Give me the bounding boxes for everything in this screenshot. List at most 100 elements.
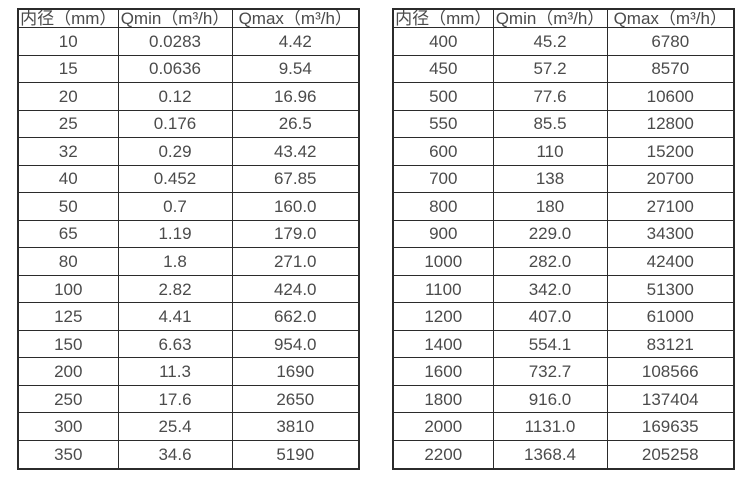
table-row: 200 11.3 1690 (17, 357, 360, 386)
table-cell: 0.452 (117, 164, 233, 194)
table-cell: 6780 (606, 27, 735, 56)
table-cell: 26.5 (231, 109, 360, 139)
table-row: 350 34.6 5190 (17, 439, 360, 470)
table-cell: 1131.0 (492, 412, 608, 441)
table-row: 125 4.41 662.0 (17, 302, 360, 331)
table-cell: 85.5 (492, 109, 608, 139)
table-cell: 40 (17, 164, 119, 194)
table-cell: 8570 (606, 54, 735, 84)
table-cell: 600 (392, 137, 494, 166)
spec-table-small-diameters: 内径（mm） Qmin（m³/h） Qmax（m³/h） 10 0.0283 4.42 15… (17, 8, 360, 470)
table-cell: 2000 (392, 412, 494, 441)
table-row: 300 25.4 3810 (17, 412, 360, 441)
table-cell: 169635 (606, 412, 735, 441)
table-row: 1600 732.7 108566 (392, 357, 735, 386)
table-cell: 1600 (392, 357, 494, 386)
table-cell: 1200 (392, 302, 494, 331)
table-row: 100 2.82 424.0 (17, 274, 360, 304)
table-cell: 57.2 (492, 54, 608, 84)
table-cell: 0.176 (117, 109, 233, 139)
header-row: 内径（mm） Qmin（m³/h） Qmax（m³/h） (392, 8, 735, 28)
table-cell: 662.0 (231, 302, 360, 331)
table-cell: 20700 (606, 164, 735, 194)
table-cell: 250 (17, 384, 119, 414)
table-cell: 1400 (392, 329, 494, 359)
table-cell: 200 (17, 357, 119, 386)
table-cell: 25 (17, 109, 119, 139)
table-cell: 3810 (231, 412, 360, 441)
table-row: 15 0.0636 9.54 (17, 54, 360, 84)
table-cell: 342.0 (492, 274, 608, 304)
table-cell: 800 (392, 192, 494, 221)
table-cell: 2.82 (117, 274, 233, 304)
table-cell: 1368.4 (492, 439, 608, 470)
table-cell: 900 (392, 219, 494, 249)
table-cell: 179.0 (231, 219, 360, 249)
column-header: Qmin（m³/h） (117, 8, 233, 28)
table-cell: 77.6 (492, 82, 608, 111)
column-header: 内径（mm） (17, 8, 119, 28)
table-cell: 80 (17, 247, 119, 276)
column-header: 内径（mm） (392, 8, 494, 28)
table-cell: 51300 (606, 274, 735, 304)
table-cell: 15 (17, 54, 119, 84)
spec-table-large-diameters: 内径（mm） Qmin（m³/h） Qmax（m³/h） 400 45.2 6780 450… (392, 8, 735, 470)
column-header: Qmax（m³/h） (606, 8, 735, 28)
table-cell: 4.42 (231, 27, 360, 56)
table-cell: 160.0 (231, 192, 360, 221)
table-cell: 2200 (392, 439, 494, 470)
table-cell: 180 (492, 192, 608, 221)
column-header: Qmin（m³/h） (492, 8, 608, 28)
table-row: 10 0.0283 4.42 (17, 27, 360, 56)
table-cell: 34300 (606, 219, 735, 249)
table-cell: 229.0 (492, 219, 608, 249)
table-cell: 500 (392, 82, 494, 111)
table-row: 1400 554.1 83121 (392, 329, 735, 359)
table-row: 20 0.12 16.96 (17, 82, 360, 111)
table-cell: 407.0 (492, 302, 608, 331)
table-row: 32 0.29 43.42 (17, 137, 360, 166)
table-row: 900 229.0 34300 (392, 219, 735, 249)
table-cell: 350 (17, 439, 119, 470)
table-cell: 65 (17, 219, 119, 249)
table-cell: 20 (17, 82, 119, 111)
table-cell: 34.6 (117, 439, 233, 470)
table-cell: 424.0 (231, 274, 360, 304)
table-cell: 50 (17, 192, 119, 221)
table-cell: 550 (392, 109, 494, 139)
table-cell: 0.0636 (117, 54, 233, 84)
table-cell: 9.54 (231, 54, 360, 84)
table-cell: 4.41 (117, 302, 233, 331)
table-cell: 100 (17, 274, 119, 304)
table-cell: 1800 (392, 384, 494, 414)
table-row: 700 138 20700 (392, 164, 735, 194)
table-cell: 17.6 (117, 384, 233, 414)
table-cell: 0.7 (117, 192, 233, 221)
table-row: 2200 1368.4 205258 (392, 439, 735, 470)
table-cell: 27100 (606, 192, 735, 221)
table-cell: 138 (492, 164, 608, 194)
table-cell: 954.0 (231, 329, 360, 359)
table-row: 250 17.6 2650 (17, 384, 360, 414)
table-cell: 1000 (392, 247, 494, 276)
table-row: 600 110 15200 (392, 137, 735, 166)
table-cell: 450 (392, 54, 494, 84)
table-cell: 6.63 (117, 329, 233, 359)
table-cell: 1.19 (117, 219, 233, 249)
table-row: 65 1.19 179.0 (17, 219, 360, 249)
table-cell: 205258 (606, 439, 735, 470)
table-cell: 108566 (606, 357, 735, 386)
table-cell: 0.0283 (117, 27, 233, 56)
table-cell: 150 (17, 329, 119, 359)
table-cell: 16.96 (231, 82, 360, 111)
table-row: 150 6.63 954.0 (17, 329, 360, 359)
table-cell: 10600 (606, 82, 735, 111)
header-row: 内径（mm） Qmin（m³/h） Qmax（m³/h） (17, 8, 360, 28)
table-cell: 0.12 (117, 82, 233, 111)
table-cell: 732.7 (492, 357, 608, 386)
table-cell: 45.2 (492, 27, 608, 56)
table-cell: 916.0 (492, 384, 608, 414)
table-row: 1800 916.0 137404 (392, 384, 735, 414)
table-row: 1100 342.0 51300 (392, 274, 735, 304)
